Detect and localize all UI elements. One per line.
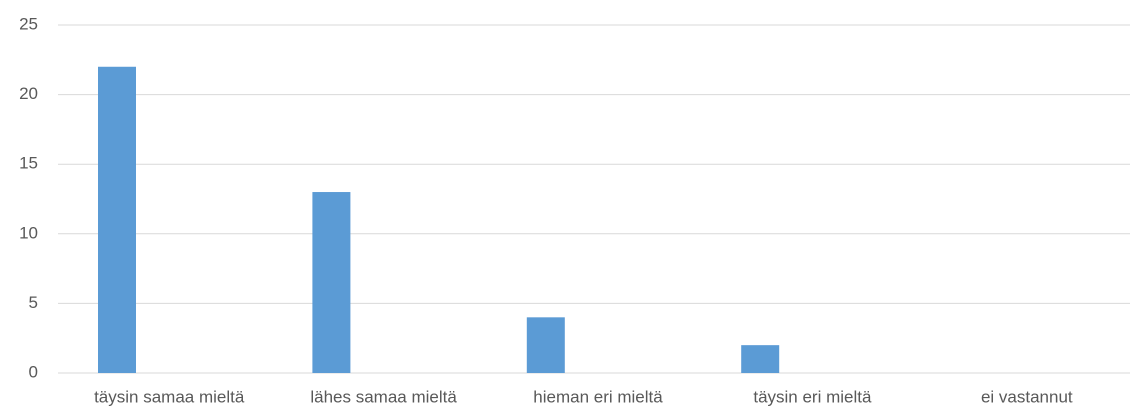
bar [312,192,351,373]
y-tick-label: 5 [29,293,38,312]
x-tick-label: hieman eri mieltä [533,387,663,406]
x-tick-label: ei vastannut [981,387,1073,406]
bar [741,345,780,373]
bar [526,317,565,373]
x-tick-label: täysin samaa mieltä [94,387,245,406]
bar [98,66,136,373]
y-tick-label: 15 [19,154,38,173]
y-tick-label: 25 [19,14,38,33]
y-tick-label: 0 [29,362,38,381]
x-tick-label: täysin eri mieltä [753,387,872,406]
y-tick-label: 10 [19,223,38,242]
y-tick-label: 20 [19,84,38,103]
x-tick-label: lähes samaa mieltä [310,387,457,406]
